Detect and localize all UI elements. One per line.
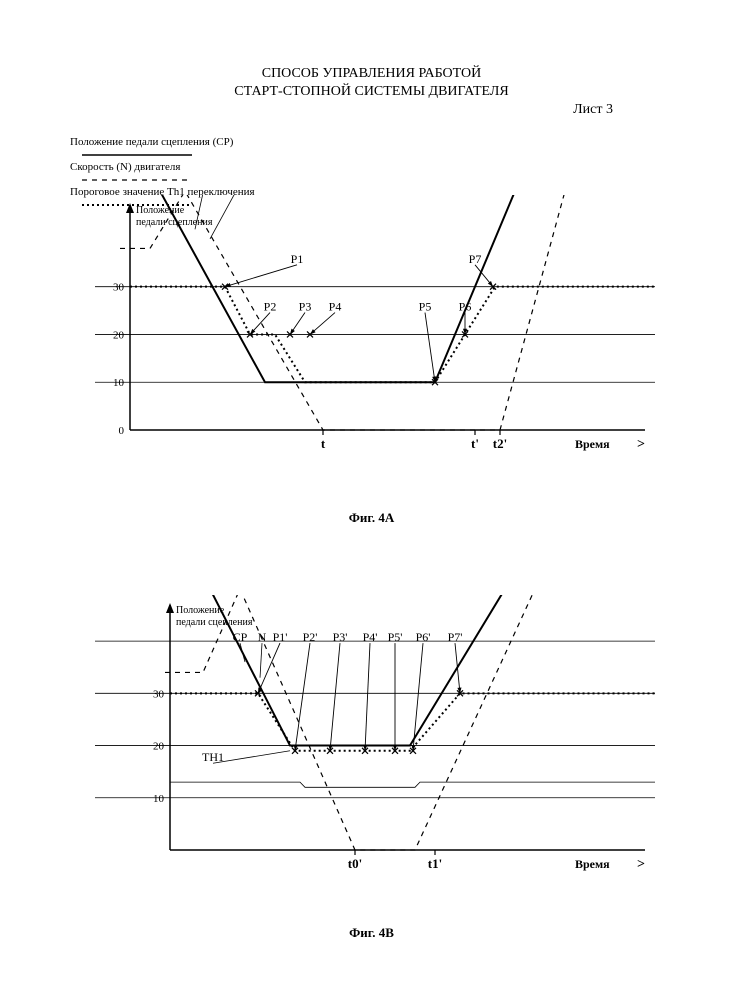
title-line-2: СТАРТ-СТОПНОЙ СИСТЕМЫ ДВИГАТЕЛЯ [0,83,743,101]
svg-text:t2': t2' [493,436,507,451]
svg-text:P3: P3 [299,300,312,314]
svg-text:10: 10 [113,377,125,389]
svg-text:P1': P1' [273,630,288,644]
svg-text:0: 0 [119,425,125,437]
svg-text:t1': t1' [428,856,442,871]
legend-swatch [82,175,192,185]
svg-text:P4': P4' [363,630,378,644]
svg-text:P7: P7 [469,252,482,266]
svg-text:Положение: Положение [176,605,225,616]
page: СПОСОБ УПРАВЛЕНИЯ РАБОТОЙ СТАРТ-СТОПНОЙ … [0,0,743,1000]
figure-4b-chart: Положениепедали сцепления102030CPNTH1P1'… [95,595,655,885]
svg-text:Время: Время [575,437,610,451]
svg-text:Время: Время [575,857,610,871]
svg-text:P6': P6' [416,630,431,644]
svg-text:t': t' [471,436,479,451]
svg-text:P5': P5' [388,630,403,644]
legend-swatch [82,150,192,160]
legend-item-label: Положение педали сцепления (CP) [70,136,233,148]
svg-text:t: t [321,436,326,451]
svg-text:Положение: Положение [136,205,185,216]
svg-text:t0': t0' [348,856,362,871]
svg-text:P3': P3' [333,630,348,644]
svg-text:P4: P4 [329,300,342,314]
svg-text:N: N [258,630,267,644]
svg-text:P6: P6 [459,300,472,314]
legend-item-label: Скорость (N) двигателя [70,161,180,173]
sheet-number: Лист 3 [0,101,743,119]
svg-text:>: > [637,857,645,872]
page-title-block: СПОСОБ УПРАВЛЕНИЯ РАБОТОЙ СТАРТ-СТОПНОЙ … [0,65,743,120]
svg-text:>: > [637,437,645,452]
figure-4a-chart: Положениепедали сцепления0102030CPNP1P2P… [95,195,655,465]
svg-text:20: 20 [153,741,165,753]
svg-text:CP: CP [233,630,248,644]
legend-item: Скорость (N) двигателя [70,160,255,185]
svg-text:20: 20 [113,329,125,341]
svg-text:30: 30 [113,282,125,294]
figure-4b-caption: Фиг. 4B [0,925,743,941]
svg-text:P2: P2 [264,300,277,314]
svg-text:P2': P2' [303,630,318,644]
svg-text:педали сцепления: педали сцепления [176,617,253,628]
svg-text:P1: P1 [291,252,304,266]
svg-text:P5: P5 [419,300,432,314]
svg-text:10: 10 [153,793,165,805]
svg-text:30: 30 [153,688,165,700]
figure-4a-caption: Фиг. 4A [0,510,743,526]
legend-item: Положение педали сцепления (CP) [70,135,255,160]
svg-text:P7': P7' [448,630,463,644]
title-line-1: СПОСОБ УПРАВЛЕНИЯ РАБОТОЙ [0,65,743,83]
